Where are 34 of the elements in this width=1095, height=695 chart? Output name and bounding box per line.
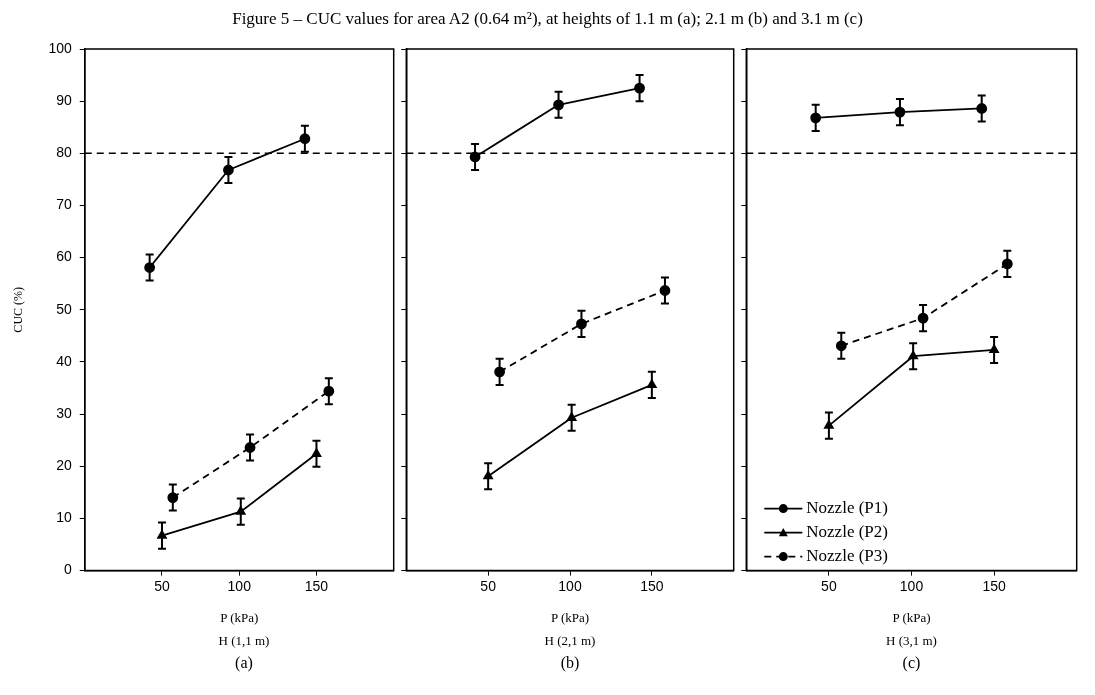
y-tick-label: 40 xyxy=(56,352,72,369)
x-tick-label: 50 xyxy=(821,577,837,594)
y-tick-label: 0 xyxy=(63,561,72,578)
x-axis-title: P (kPa) xyxy=(550,609,590,625)
text: H (3,1 m) xyxy=(886,632,937,650)
y-tick-label: 60 xyxy=(56,248,72,265)
x-tick-label: 150 xyxy=(982,577,1006,594)
x-tick-label: 50 xyxy=(154,577,170,594)
text: (a) xyxy=(234,653,253,674)
y-tick-label: 50 xyxy=(56,300,72,317)
y-tick-label: 70 xyxy=(56,196,72,213)
legend-label: Nozzle (P3) xyxy=(806,546,888,566)
x-tick-label: 150 xyxy=(640,577,664,594)
text: (c) xyxy=(902,653,921,674)
y-tick-label: 30 xyxy=(56,404,72,421)
x-tick-label: 50 xyxy=(480,577,497,594)
x-axis-title: P (kPa) xyxy=(892,609,931,625)
text: H (2,1 m) xyxy=(544,632,596,650)
y-tick-label: 80 xyxy=(56,144,72,161)
x-tick-label: 100 xyxy=(227,577,252,594)
y-tick-label: 90 xyxy=(56,92,72,109)
x-tick-label: 100 xyxy=(899,577,924,594)
x-axis-title: P (kPa) xyxy=(220,609,259,625)
y-axis-title: CUC (%) xyxy=(11,286,26,333)
legend-label: Nozzle (P1) xyxy=(806,498,888,518)
text: H (1,1 m) xyxy=(217,632,270,650)
text: (b) xyxy=(560,653,580,674)
legend-label: Nozzle (P2) xyxy=(806,522,888,542)
y-tick-label: 20 xyxy=(56,457,72,474)
x-tick-label: 150 xyxy=(304,577,329,594)
text: Figure 5 – CUC values for area A2 (0.64 m²), at heights of 1.1 m (a); 2.1 m (b) and 3.1 m (c) xyxy=(231,8,864,30)
y-tick-label: 100 xyxy=(48,39,72,56)
x-tick-label: 100 xyxy=(558,577,582,594)
y-tick-label: 10 xyxy=(56,509,72,526)
